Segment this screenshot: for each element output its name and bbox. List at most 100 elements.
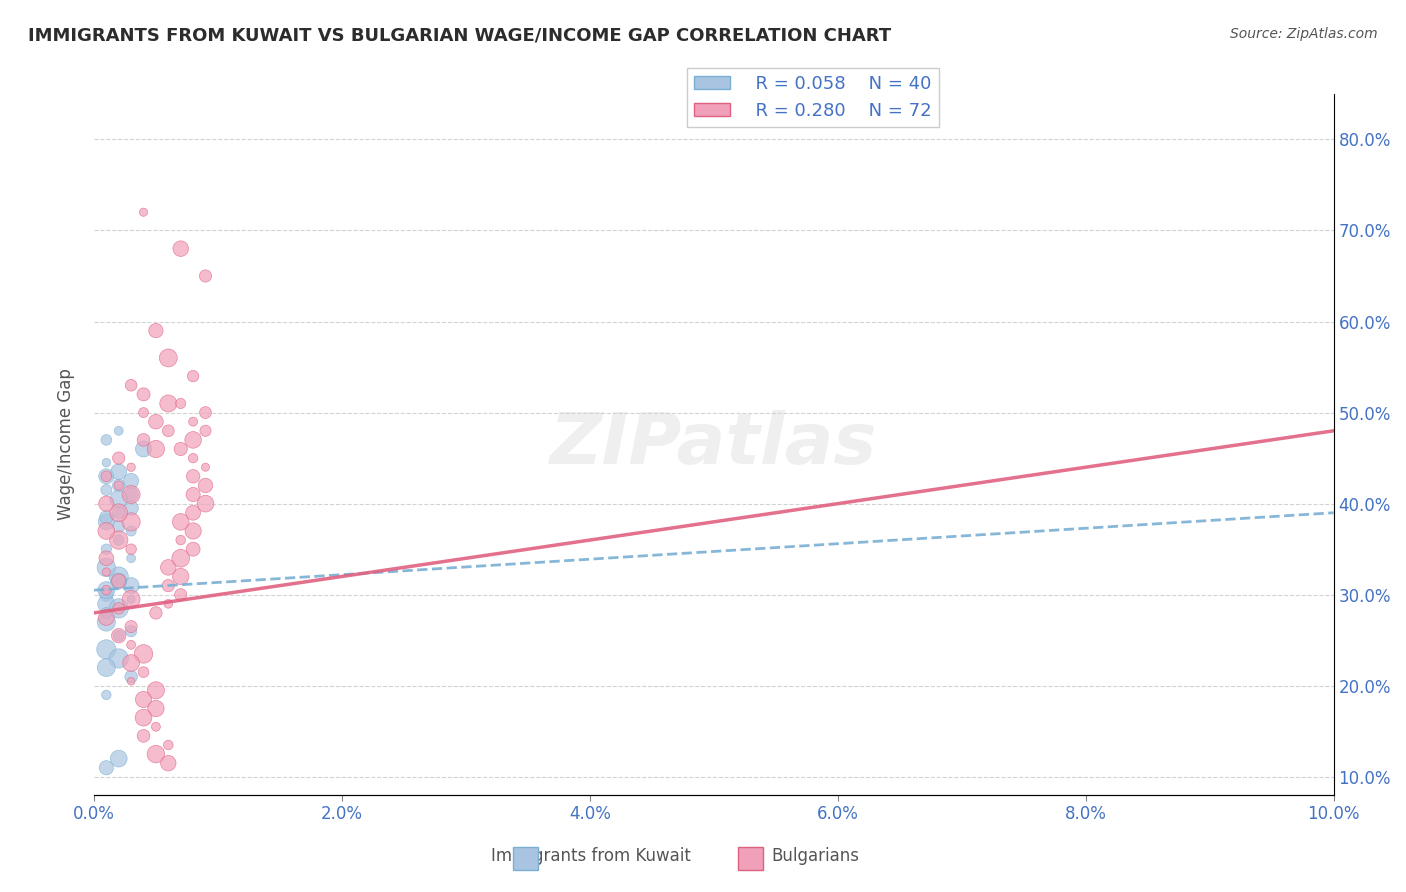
Point	[120, 656, 142, 670]
Point	[120, 551, 142, 566]
Point	[132, 205, 155, 219]
Point	[107, 574, 129, 588]
Point	[96, 642, 118, 657]
Point	[170, 551, 193, 566]
Point	[145, 606, 167, 620]
Point	[145, 415, 167, 429]
Point	[96, 497, 118, 511]
Point	[157, 396, 180, 410]
Point	[107, 506, 129, 520]
Point	[96, 469, 118, 483]
Point	[120, 592, 142, 607]
Point	[96, 433, 118, 447]
Point	[107, 601, 129, 615]
Point	[194, 406, 217, 420]
Point	[96, 551, 118, 566]
Point	[194, 497, 217, 511]
Point	[145, 747, 167, 761]
Point	[96, 560, 118, 574]
Point	[120, 487, 142, 501]
Point	[170, 569, 193, 583]
Point	[120, 674, 142, 689]
Point	[120, 524, 142, 538]
Point	[107, 424, 129, 438]
Point	[96, 615, 118, 629]
Point	[181, 433, 204, 447]
Point	[157, 424, 180, 438]
Y-axis label: Wage/Income Gap: Wage/Income Gap	[58, 368, 75, 520]
Point	[145, 442, 167, 456]
Point	[157, 597, 180, 611]
Text: Bulgarians: Bulgarians	[772, 847, 859, 865]
Point	[194, 460, 217, 475]
Point	[181, 369, 204, 384]
Point	[107, 465, 129, 479]
Point	[107, 519, 129, 533]
Point	[96, 524, 118, 538]
Point	[132, 433, 155, 447]
Point	[181, 451, 204, 466]
Point	[107, 629, 129, 643]
Point	[107, 651, 129, 665]
Point	[132, 647, 155, 661]
Point	[120, 542, 142, 557]
Point	[120, 624, 142, 639]
Point	[170, 588, 193, 602]
Point	[181, 524, 204, 538]
Point	[181, 487, 204, 501]
Point	[181, 542, 204, 557]
Point	[157, 738, 180, 752]
Point	[107, 506, 129, 520]
Point	[145, 701, 167, 715]
Point	[107, 478, 129, 492]
Point	[181, 506, 204, 520]
Point	[120, 670, 142, 684]
Point	[107, 451, 129, 466]
Point	[107, 533, 129, 547]
Point	[194, 424, 217, 438]
Point	[107, 574, 129, 588]
Point	[120, 515, 142, 529]
Point	[96, 456, 118, 470]
Point	[194, 478, 217, 492]
Point	[145, 683, 167, 698]
Point	[181, 469, 204, 483]
Point	[96, 469, 118, 483]
Point	[181, 415, 204, 429]
Text: ZIPatlas: ZIPatlas	[550, 410, 877, 479]
Point	[120, 487, 142, 501]
Text: Source: ZipAtlas.com: Source: ZipAtlas.com	[1230, 27, 1378, 41]
Point	[170, 242, 193, 256]
Point	[107, 751, 129, 765]
Point	[96, 542, 118, 557]
Point	[96, 565, 118, 579]
Point	[96, 606, 118, 620]
Point	[157, 579, 180, 593]
Point	[96, 610, 118, 624]
Point	[120, 619, 142, 633]
Point	[107, 533, 129, 547]
Point	[170, 533, 193, 547]
Point	[96, 597, 118, 611]
Point	[157, 560, 180, 574]
Point	[107, 601, 129, 615]
Point	[170, 515, 193, 529]
Point	[107, 629, 129, 643]
Point	[132, 406, 155, 420]
Text: IMMIGRANTS FROM KUWAIT VS BULGARIAN WAGE/INCOME GAP CORRELATION CHART: IMMIGRANTS FROM KUWAIT VS BULGARIAN WAGE…	[28, 27, 891, 45]
Point	[107, 478, 129, 492]
Point	[132, 711, 155, 725]
Point	[96, 583, 118, 598]
Point	[120, 378, 142, 392]
Point	[132, 387, 155, 401]
Point	[120, 460, 142, 475]
Point	[170, 396, 193, 410]
Point	[96, 660, 118, 674]
Point	[96, 483, 118, 497]
Point	[132, 729, 155, 743]
Point	[120, 474, 142, 488]
Point	[157, 351, 180, 365]
Point	[120, 592, 142, 607]
Point	[96, 688, 118, 702]
Point	[132, 665, 155, 679]
